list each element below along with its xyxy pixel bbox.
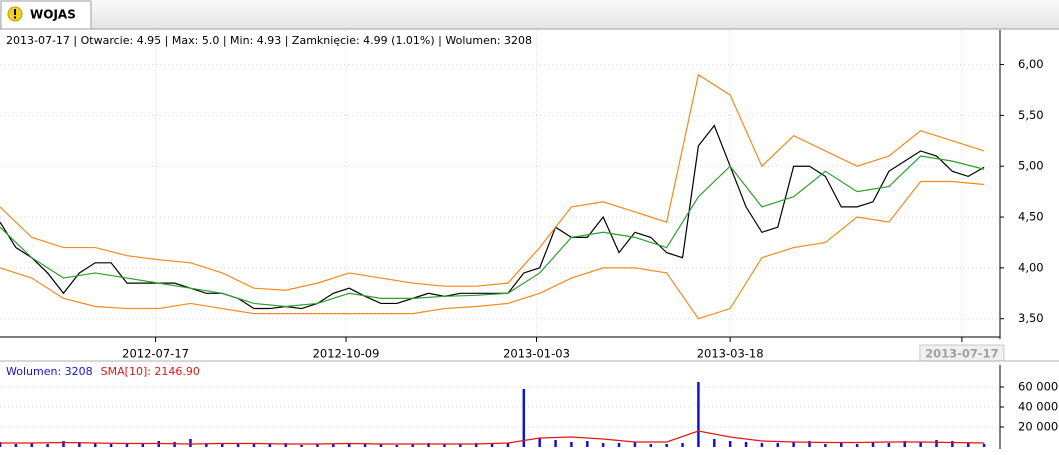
bar [0,442,2,447]
bar [681,443,684,447]
bar [395,445,399,447]
tab-label[interactable]: WOJAS [30,8,76,22]
bar [379,444,383,447]
bar [871,442,875,447]
price-chart: 3,50 4,00 4,50 5,00 5,50 6,00 2012-07-17 2012-1… [0,30,1044,362]
bar [855,444,859,447]
bar [268,444,272,447]
bar [967,443,970,447]
x-tick-label: 2013-01-03 [503,347,570,361]
bar [490,444,494,447]
bar [728,441,732,447]
bar [554,440,557,447]
y-tick-label: 60 000 [1018,380,1058,394]
bar [586,441,589,447]
quote-info: 2013-07-17 | Otwarcie: 4.95 | Max: 5.0 |… [6,34,532,47]
series-line [0,155,985,308]
x-tick-label: 2013-03-18 [697,347,764,361]
y-tick-label: 20 000 [1018,420,1058,434]
y-tick-label: 4,00 [1018,260,1044,274]
bar [189,439,192,447]
bar [474,443,478,447]
bar [252,443,256,447]
bar [300,445,303,447]
tab-icon-dot [14,16,16,19]
bar [982,443,986,447]
y-tick-label: 6,00 [1018,57,1044,71]
series-line [0,180,985,320]
bar [522,389,526,447]
bar [570,442,573,447]
bar [744,442,748,447]
series-line [0,73,985,291]
bar [617,443,621,447]
y-tick-label: 3,50 [1018,311,1044,325]
tab-bar [0,0,1059,29]
bar [125,444,129,447]
bar [713,439,716,447]
bar [363,444,367,447]
tab-icon-mark [14,9,16,15]
bar [887,443,891,447]
series-line [0,430,985,445]
bar [62,441,65,447]
bar [633,442,637,447]
y-tick-label: 40 000 [1018,400,1058,414]
bar [78,442,81,447]
bar [332,444,335,447]
legend-label: SMA[10]: 2146.90 [101,365,200,378]
bar [776,443,780,447]
bar [506,443,510,447]
cursor-date-label: 2013-07-17 [925,347,999,361]
bar [141,443,145,447]
bar [109,444,113,447]
bar [919,442,922,447]
bar [411,444,414,447]
bar [347,443,351,447]
bar [427,443,430,447]
bar [30,443,33,447]
bar [824,444,827,447]
x-tick-label: 2012-10-09 [313,347,380,361]
bar [951,441,954,447]
bar [697,382,700,447]
y-tick-label: 5,00 [1018,159,1044,173]
bar [14,444,18,447]
bar [236,444,240,447]
bar [459,444,462,447]
bar [601,443,605,447]
bar [808,441,811,447]
volume-chart: 20 000 40 000 60 000 Wolumen: 3208 SMA[10]: … [0,360,1059,449]
x-tick-label: 2012-07-17 [122,347,189,361]
bar [840,443,843,447]
bar [665,444,668,447]
bar [538,438,541,447]
bar [935,440,938,447]
bar [903,441,907,447]
bar [760,443,764,447]
series-line [0,124,985,310]
bar [284,443,287,447]
bar [649,444,653,447]
bar [792,442,795,447]
bar [220,444,224,447]
bar [205,443,208,447]
legend-label: Wolumen: 3208 [6,365,93,378]
y-tick-label: 5,50 [1018,108,1044,122]
y-tick-label: 4,50 [1018,210,1044,224]
bar [46,444,49,447]
bar [173,442,176,447]
bar [316,444,319,447]
bar [443,444,446,447]
bar [93,443,97,447]
tab-bg[interactable] [0,0,92,30]
tab[interactable]: WOJAS [0,0,92,30]
